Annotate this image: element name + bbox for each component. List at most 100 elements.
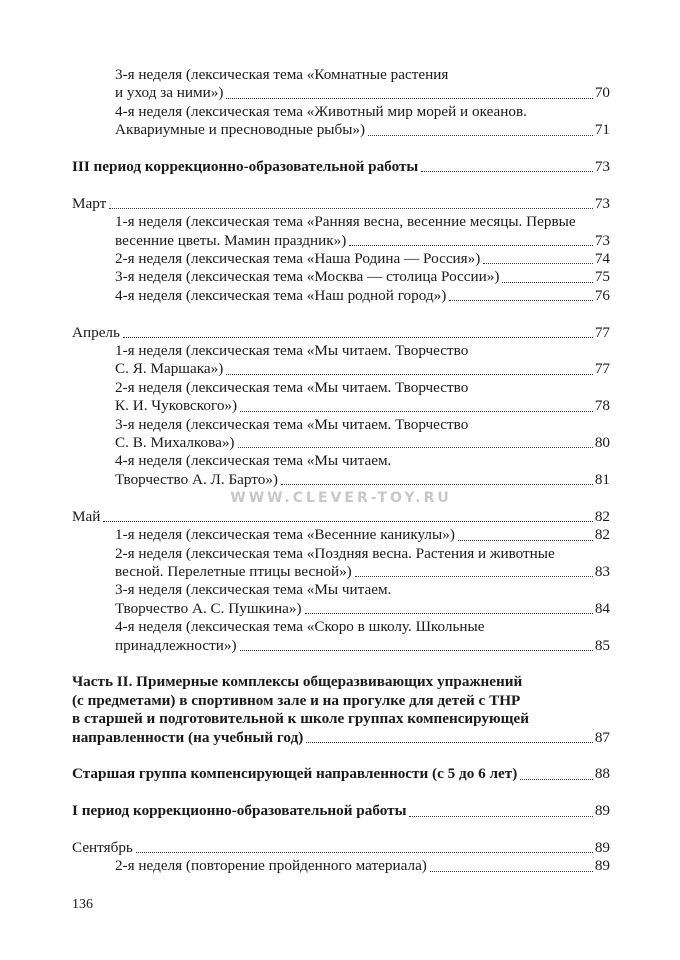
toc-page-number: 77	[594, 323, 610, 341]
toc-entry-week: 3-я неделя (лексическая тема «Москва — с…	[72, 268, 610, 286]
toc-page-number: 71	[594, 121, 610, 139]
dot-leader	[237, 446, 593, 449]
toc-entry-bold: Старшая группа компенсирующей направленн…	[72, 765, 610, 783]
dot-leader	[457, 539, 593, 541]
toc-entry-text: направленности (на учебный год)	[72, 728, 304, 746]
toc-entry-text: 2-я неделя (лексическая тема «Наша Родин…	[115, 250, 481, 268]
dot-leader	[135, 851, 593, 854]
toc-page-number: 88	[594, 765, 610, 783]
toc-entry-text: и уход за ними»)	[115, 84, 224, 102]
toc-page-number: 73	[594, 158, 610, 176]
toc-entry-text: Часть II. Примерные комплексы общеразвив…	[72, 673, 523, 691]
toc-entry-text: Май	[72, 507, 101, 525]
toc-page-number: 83	[594, 562, 610, 580]
dot-leader	[409, 815, 593, 817]
toc-page-number: 87	[594, 728, 610, 746]
watermark: WWW.CLEVER-TOY.RU	[230, 490, 452, 506]
toc-page-number: 74	[594, 250, 610, 268]
toc-entry-week: 4-я неделя (лексическая тема «Наш родной…	[72, 287, 610, 305]
toc-page-number: 75	[594, 268, 610, 286]
dot-leader	[226, 97, 593, 99]
dot-leader	[240, 410, 593, 412]
toc-entry-text: 1-я неделя (лексическая тема «Мы читаем.…	[115, 342, 469, 360]
table-of-contents: 3-я неделя (лексическая тема «Комнатные …	[72, 66, 610, 876]
toc-entry-text: 3-я неделя (лексическая тема «Мы читаем.	[115, 581, 392, 599]
dot-leader	[280, 483, 593, 486]
toc-entry-week: 3-я неделя (лексическая тема «Мы читаем.…	[72, 416, 610, 453]
dot-leader	[449, 299, 593, 302]
dot-leader	[429, 870, 593, 872]
toc-entry-week: 4-я неделя (лексическая тема «Скоро в шк…	[72, 618, 610, 655]
toc-entry-text: 2-я неделя (повторение пройденного матер…	[115, 857, 427, 875]
toc-entry-week: 2-я неделя (лексическая тема «Поздняя ве…	[72, 545, 610, 582]
toc-entry-text: С. В. Михалкова»)	[115, 434, 235, 452]
toc-entry-text: 4-я неделя (лексическая тема «Мы читаем.	[115, 452, 392, 470]
toc-page-number: 82	[594, 526, 610, 544]
toc-entry-text: 3-я неделя (лексическая тема «Комнатные …	[115, 66, 449, 83]
dot-leader	[122, 336, 593, 339]
toc-entry-text: 4-я неделя (лексическая тема «Скоро в шк…	[115, 618, 485, 636]
toc-entry-week: 3-я неделя (лексическая тема «Мы читаем.…	[72, 581, 610, 618]
toc-entry-week: 1-я неделя (лексическая тема «Мы читаем.…	[72, 342, 610, 379]
toc-entry-week: 3-я неделя (лексическая тема «Комнатные …	[72, 66, 610, 103]
toc-page-number: 73	[594, 231, 610, 249]
toc-page-number: 81	[594, 470, 610, 488]
toc-entry-text: весной. Перелетные птицы весной»)	[115, 562, 352, 580]
dot-leader	[349, 244, 593, 247]
toc-entry-week: 2-я неделя (повторение пройденного матер…	[72, 857, 610, 875]
toc-page-number: 89	[594, 838, 610, 856]
toc-entry-week: 1-я неделя (лексическая тема «Весенние к…	[72, 526, 610, 544]
toc-page-number: 89	[594, 857, 610, 875]
toc-entry-text: I период коррекционно-образовательной ра…	[72, 802, 407, 820]
toc-entry-month: Сентябрь 89	[72, 839, 610, 857]
dot-leader	[368, 134, 593, 136]
toc-entry-text: 2-я неделя (лексическая тема «Мы читаем.…	[115, 378, 469, 396]
toc-entry-text: (с предметами) в спортивном зале и на пр…	[72, 691, 521, 709]
toc-page-number: 77	[594, 360, 610, 378]
toc-entry-text: весенние цветы. Мамин праздник»)	[115, 231, 347, 249]
toc-page-number: 70	[594, 84, 610, 102]
toc-entry-text: 1-я неделя (лексическая тема «Весенние к…	[115, 526, 455, 544]
toc-entry-text: 3-я неделя (лексическая тема «Москва — с…	[115, 268, 500, 286]
toc-entry-month: Май 82	[72, 508, 610, 526]
toc-page-number: 84	[594, 599, 610, 617]
page-number: 136	[72, 897, 93, 912]
toc-entry-text: Март	[72, 194, 107, 212]
toc-entry-text: принадлежности»)	[115, 636, 237, 654]
dot-leader	[520, 778, 593, 780]
dot-leader	[421, 170, 593, 173]
toc-entry-text: Апрель	[72, 323, 120, 341]
toc-entry-text: Аквариумные и пресноводные рыбы»)	[115, 121, 366, 139]
toc-entry-bold: III период коррекционно-образовательной …	[72, 158, 610, 176]
toc-entry-week: 1-я неделя (лексическая тема «Ранняя вес…	[72, 213, 610, 250]
dot-leader	[109, 207, 593, 210]
toc-page-number: 85	[594, 636, 610, 654]
toc-entry-week: 4-я неделя (лексическая тема «Мы читаем.…	[72, 452, 610, 489]
toc-entry-text: Сентябрь	[72, 838, 133, 856]
dot-leader	[354, 575, 593, 578]
toc-entry-text: 4-я неделя (лексическая тема «Наш родной…	[115, 286, 447, 304]
toc-entry-month: Апрель 77	[72, 324, 610, 342]
toc-page-number: 89	[594, 802, 610, 820]
toc-entry-week: 2-я неделя (лексическая тема «Мы читаем.…	[72, 379, 610, 416]
toc-entry-text: С. Я. Маршака»)	[115, 360, 224, 378]
toc-entry-text: в старшей и подготовительной к школе гру…	[72, 710, 529, 728]
dot-leader	[226, 373, 593, 375]
toc-entry-text: К. И. Чуковского»)	[115, 397, 238, 415]
toc-page-number: 80	[594, 434, 610, 452]
toc-entry-text: 2-я неделя (лексическая тема «Поздняя ве…	[115, 544, 555, 562]
toc-page-number: 78	[594, 397, 610, 415]
dot-leader	[103, 520, 593, 523]
dot-leader	[502, 281, 593, 283]
toc-page-number: 82	[594, 507, 610, 525]
toc-entry-week: 4-я неделя (лексическая тема «Животный м…	[72, 103, 610, 140]
toc-entry-bold: Часть II. Примерные комплексы общеразвив…	[72, 673, 610, 747]
toc-entry-text: III период коррекционно-образовательной …	[72, 158, 419, 176]
toc-entry-text: 4-я неделя (лексическая тема «Животный м…	[115, 102, 527, 120]
toc-entry-text: Старшая группа компенсирующей направленн…	[72, 765, 518, 783]
toc-page-number: 76	[594, 286, 610, 304]
dot-leader	[306, 741, 593, 743]
toc-entry-text: 1-я неделя (лексическая тема «Ранняя вес…	[115, 213, 576, 231]
toc-entry-text: Творчество А. Л. Барто»)	[115, 470, 278, 488]
toc-entry-text: 3-я неделя (лексическая тема «Мы читаем.…	[115, 415, 469, 433]
